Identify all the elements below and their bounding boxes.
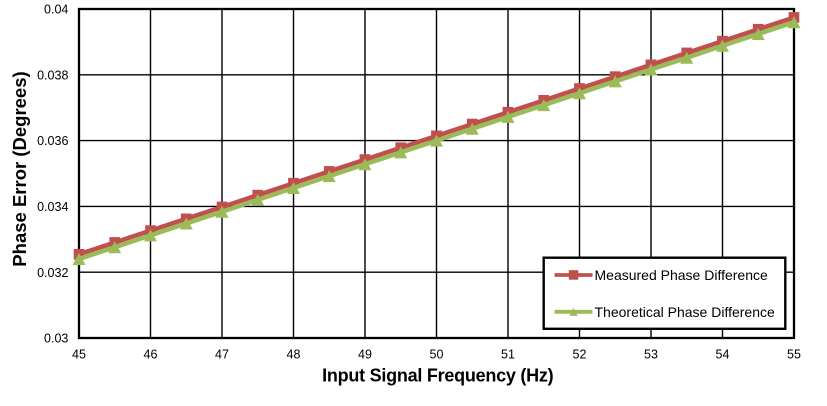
svg-text:55: 55 bbox=[787, 347, 801, 361]
svg-text:Phase Error (Degrees): Phase Error (Degrees) bbox=[9, 71, 30, 266]
svg-text:Theoretical Phase Difference: Theoretical Phase Difference bbox=[595, 304, 775, 320]
svg-text:46: 46 bbox=[144, 347, 158, 361]
svg-text:48: 48 bbox=[287, 347, 301, 361]
svg-text:52: 52 bbox=[573, 347, 587, 361]
svg-text:47: 47 bbox=[215, 347, 229, 361]
svg-text:50: 50 bbox=[430, 347, 444, 361]
svg-text:Input Signal Frequency (Hz): Input Signal Frequency (Hz) bbox=[322, 366, 554, 386]
svg-text:54: 54 bbox=[716, 347, 730, 361]
svg-text:Measured Phase Difference: Measured Phase Difference bbox=[595, 267, 768, 283]
svg-text:0.03: 0.03 bbox=[44, 332, 68, 346]
svg-text:45: 45 bbox=[72, 347, 86, 361]
svg-text:0.038: 0.038 bbox=[37, 68, 68, 82]
svg-text:0.04: 0.04 bbox=[44, 3, 68, 17]
svg-text:0.032: 0.032 bbox=[37, 266, 68, 280]
svg-text:49: 49 bbox=[358, 347, 372, 361]
svg-text:0.036: 0.036 bbox=[37, 134, 68, 148]
svg-text:53: 53 bbox=[644, 347, 658, 361]
svg-text:51: 51 bbox=[501, 347, 515, 361]
svg-text:0.034: 0.034 bbox=[37, 200, 68, 214]
